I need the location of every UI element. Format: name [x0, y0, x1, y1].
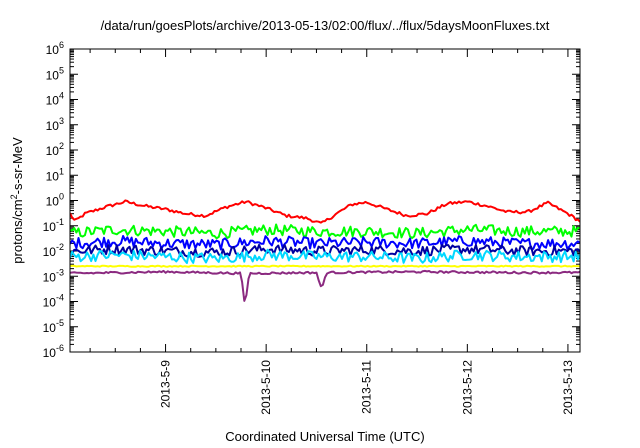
x-tick-label: 2013-5-9 — [159, 360, 173, 408]
series-line-2 — [70, 223, 580, 240]
series-line-5 — [70, 248, 580, 264]
y-tick-label: 101 — [46, 166, 64, 183]
y-tick-label: 100 — [46, 192, 64, 209]
series-line-1 — [70, 199, 580, 224]
y-tick-label: 10-6 — [43, 343, 64, 360]
series-line-7 — [70, 269, 580, 302]
y-tick-label: 10-2 — [43, 242, 64, 259]
y-tick-label: 106 — [46, 40, 64, 57]
x-tick-label: 2013-5-12 — [460, 360, 474, 415]
y-tick-label: 102 — [46, 141, 64, 158]
y-axis-label: protons/cm2-s-sr-MeV — [9, 137, 25, 264]
series-line-6 — [70, 264, 580, 268]
y-tick-label: 105 — [46, 65, 64, 82]
y-tick-label: 10-5 — [43, 318, 64, 335]
x-tick-label: 2013-5-13 — [561, 360, 575, 415]
y-tick-label: 10-4 — [43, 293, 64, 310]
x-axis-label: Coordinated Universal Time (UTC) — [225, 429, 424, 444]
x-tick-label: 2013-5-10 — [259, 360, 273, 415]
plot-frame — [69, 48, 581, 353]
y-tick-label: 103 — [46, 116, 64, 133]
y-tick-label: 10-3 — [43, 267, 64, 284]
chart-title: /data/run/goesPlots/archive/2013-05-13/0… — [101, 18, 550, 33]
x-tick-label: 2013-5-11 — [360, 360, 374, 414]
series-line-3 — [70, 235, 580, 251]
y-tick-label: 10-1 — [43, 217, 64, 234]
y-tick-label: 104 — [46, 91, 64, 108]
